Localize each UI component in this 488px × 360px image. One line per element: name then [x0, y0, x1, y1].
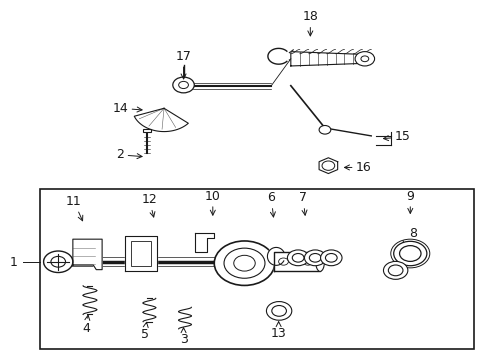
Circle shape	[354, 51, 374, 66]
Text: 18: 18	[302, 10, 318, 36]
Text: 15: 15	[383, 130, 410, 144]
Text: 17: 17	[175, 50, 191, 79]
Circle shape	[393, 241, 426, 266]
Circle shape	[278, 258, 288, 265]
Circle shape	[178, 81, 188, 89]
Text: 11: 11	[66, 195, 82, 221]
Circle shape	[214, 241, 274, 285]
Text: 7: 7	[298, 192, 306, 215]
Circle shape	[224, 248, 264, 278]
Text: 16: 16	[344, 161, 371, 174]
Circle shape	[319, 126, 330, 134]
Circle shape	[387, 265, 402, 276]
Polygon shape	[290, 51, 370, 66]
Circle shape	[320, 250, 341, 266]
Bar	[131, 241, 151, 266]
Polygon shape	[319, 158, 337, 174]
Circle shape	[309, 253, 321, 262]
Circle shape	[383, 261, 407, 279]
Text: 3: 3	[179, 328, 187, 346]
Bar	[40, 189, 473, 348]
Circle shape	[271, 306, 286, 316]
Circle shape	[287, 250, 308, 266]
Text: 6: 6	[267, 192, 275, 217]
Polygon shape	[73, 239, 102, 270]
Circle shape	[51, 256, 65, 267]
Circle shape	[172, 77, 194, 93]
Ellipse shape	[315, 252, 324, 271]
Circle shape	[390, 239, 429, 268]
Text: 13: 13	[270, 321, 286, 340]
Circle shape	[43, 251, 73, 273]
Text: 2: 2	[116, 148, 142, 161]
Text: 9: 9	[406, 190, 413, 213]
Circle shape	[325, 253, 336, 262]
Circle shape	[399, 246, 420, 261]
Text: 5: 5	[140, 322, 148, 341]
Text: 14: 14	[112, 102, 142, 115]
Polygon shape	[267, 247, 283, 265]
Circle shape	[303, 258, 312, 265]
Polygon shape	[125, 235, 157, 271]
Text: 1: 1	[10, 256, 18, 269]
Text: 10: 10	[204, 190, 220, 215]
Text: 12: 12	[141, 193, 157, 217]
Text: 4: 4	[82, 315, 90, 335]
Bar	[143, 129, 151, 132]
Circle shape	[292, 253, 304, 262]
Circle shape	[233, 255, 255, 271]
Polygon shape	[194, 233, 214, 252]
Circle shape	[360, 56, 368, 62]
Polygon shape	[134, 108, 188, 132]
Circle shape	[322, 161, 334, 170]
Circle shape	[266, 302, 291, 320]
Polygon shape	[273, 252, 320, 271]
Text: 8: 8	[401, 227, 416, 246]
Circle shape	[304, 250, 325, 266]
